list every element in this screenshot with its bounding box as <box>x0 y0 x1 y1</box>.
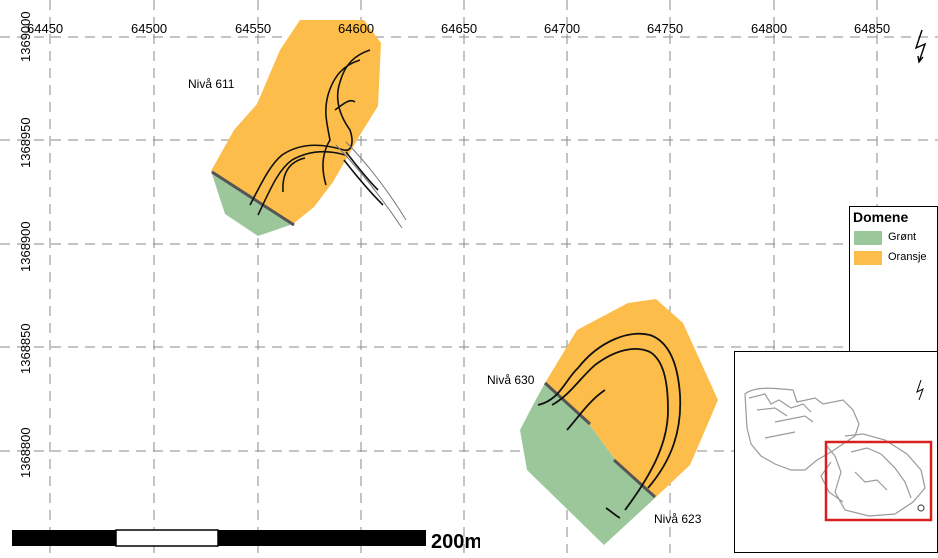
north-arrow-icon <box>914 29 927 64</box>
y-tick-label: 1369000 <box>18 11 33 62</box>
inset-marker-icon <box>917 504 925 512</box>
inset-extent-frame <box>824 440 933 522</box>
tunnels-630 <box>537 332 682 519</box>
y-tick-label: 1368900 <box>18 221 33 272</box>
legend-item-label: Grønt <box>888 231 917 243</box>
x-tick-label: 64550 <box>235 21 271 36</box>
orange-domain-611 <box>211 20 381 224</box>
x-tick-label: 64750 <box>647 21 683 36</box>
x-axis-ticks: 64450 64500 64550 64600 64650 64700 6475… <box>27 21 890 36</box>
inset-north-arrow-icon <box>916 379 924 401</box>
x-tick-label: 64500 <box>131 21 167 36</box>
level-label-630: Nivå 630 <box>487 373 535 387</box>
green-domain-611 <box>211 171 293 236</box>
green-domain-630 <box>520 383 655 545</box>
tunnel-traces-611 <box>335 141 407 229</box>
legend-title: Domene <box>853 209 909 225</box>
level-label-611: Nivå 611 <box>188 77 235 91</box>
x-tick-label: 64600 <box>338 21 374 36</box>
boundary-line-630 <box>543 381 592 426</box>
overview-inset-map <box>734 351 938 553</box>
legend-item-label: Oransje <box>888 251 927 263</box>
x-tick-label: 64800 <box>751 21 787 36</box>
y-tick-label: 1368950 <box>18 117 33 168</box>
y-tick-label: 1368800 <box>18 427 33 478</box>
x-tick-label: 64650 <box>441 21 477 36</box>
legend: Domene Grønt Oransje <box>849 206 938 352</box>
scale-bar-label: 200m <box>431 531 480 553</box>
x-tick-label: 64450 <box>27 21 63 36</box>
domain-area-630 <box>520 299 718 545</box>
scale-bar: 200m <box>0 526 482 553</box>
legend-swatch-orange <box>854 251 882 265</box>
x-tick-label: 64850 <box>854 21 890 36</box>
x-tick-label: 64700 <box>544 21 580 36</box>
level-label-623: Nivå 623 <box>654 512 702 526</box>
boundary-line-623 <box>612 458 657 499</box>
inset-canvas <box>744 379 933 522</box>
y-axis-ticks: 1369000 1368950 1368900 1368850 1368800 <box>18 11 33 478</box>
domain-area-611 <box>211 20 407 236</box>
orange-domain-630 <box>545 299 718 498</box>
y-tick-label: 1368850 <box>18 323 33 374</box>
legend-swatch-green <box>854 231 882 245</box>
